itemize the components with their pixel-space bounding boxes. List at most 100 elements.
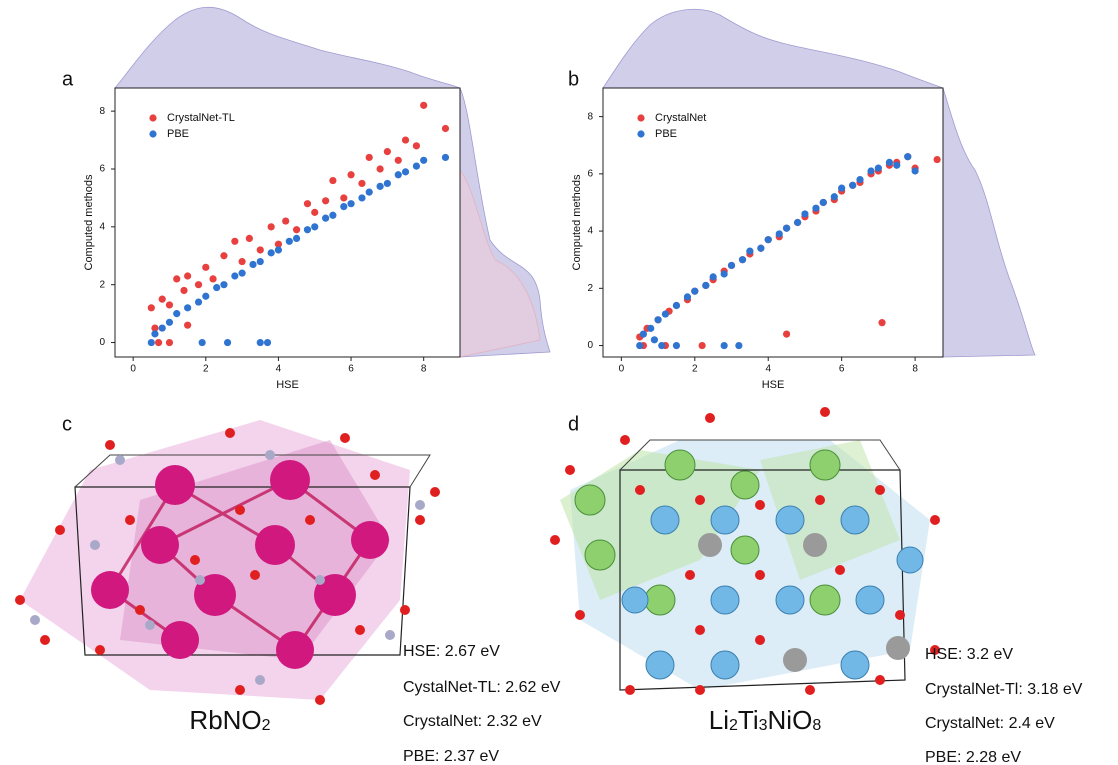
scatter-point bbox=[377, 183, 384, 190]
scatter-point bbox=[268, 249, 275, 256]
y-tick-label: 0 bbox=[99, 337, 105, 348]
energy-label: PBE: 2.37 eV bbox=[403, 748, 499, 765]
legend-label: PBE bbox=[655, 128, 677, 140]
scatter-point bbox=[155, 339, 162, 346]
energy-label: HSE: 2.67 eV bbox=[403, 643, 500, 660]
scatter-point bbox=[402, 168, 409, 175]
scatter-point bbox=[311, 209, 318, 216]
scatter-point bbox=[710, 273, 717, 280]
scatter-point bbox=[202, 293, 209, 300]
scatter-point bbox=[213, 284, 220, 291]
formula-part: 3 bbox=[759, 717, 768, 734]
scatter-point bbox=[322, 197, 329, 204]
right-density-red bbox=[460, 170, 540, 357]
scatter-point bbox=[684, 293, 691, 300]
energy-label: PBE: 2.28 eV bbox=[925, 749, 1021, 765]
scatter-point bbox=[384, 180, 391, 187]
x-tick-label: 0 bbox=[619, 364, 625, 375]
x-tick-label: 6 bbox=[839, 364, 845, 375]
scatter-point bbox=[166, 301, 173, 308]
scatter-point bbox=[159, 296, 166, 303]
scatter-point bbox=[377, 165, 384, 172]
y-tick-label: 8 bbox=[99, 106, 105, 117]
scatter-point bbox=[275, 246, 282, 253]
y-tick-label: 2 bbox=[587, 283, 593, 294]
scatter-point bbox=[358, 194, 365, 201]
formula-part: Li bbox=[709, 705, 729, 735]
scatter-point bbox=[886, 159, 893, 166]
scatter-point bbox=[395, 171, 402, 178]
scatter-point bbox=[257, 246, 264, 253]
scatter-point bbox=[636, 342, 643, 349]
energy-label: CrystalNet: 2.4 eV bbox=[925, 715, 1055, 732]
scatter-point bbox=[184, 322, 191, 329]
scatter-point bbox=[413, 162, 420, 169]
scatter-point bbox=[347, 171, 354, 178]
plot-area bbox=[603, 88, 943, 357]
panel-label: d bbox=[568, 413, 579, 435]
scatter-point bbox=[420, 157, 427, 164]
scatter-point bbox=[366, 189, 373, 196]
scatter-point bbox=[442, 125, 449, 132]
scatter-point bbox=[322, 215, 329, 222]
scatter-point bbox=[849, 182, 856, 189]
panel-label: b bbox=[568, 68, 579, 90]
x-tick-label: 6 bbox=[348, 364, 354, 375]
scatter-point bbox=[231, 238, 238, 245]
scatter-point bbox=[728, 262, 735, 269]
scatter-point bbox=[220, 252, 227, 259]
scatter-point bbox=[159, 324, 166, 331]
right-density bbox=[943, 88, 1035, 357]
scatter-point bbox=[673, 342, 680, 349]
scatter-point bbox=[878, 319, 885, 326]
scatter-point bbox=[654, 316, 661, 323]
formula-part: RbNO bbox=[189, 705, 261, 735]
scatter-point bbox=[148, 339, 155, 346]
y-tick-label: 4 bbox=[99, 221, 105, 232]
scatter-point bbox=[702, 282, 709, 289]
legend-label: CrystalNet bbox=[655, 112, 706, 124]
y-tick-label: 0 bbox=[587, 340, 593, 351]
y-tick-label: 8 bbox=[587, 111, 593, 122]
formula: RbNO2 bbox=[189, 705, 270, 735]
x-axis-label: HSE bbox=[276, 379, 299, 391]
scatter-point bbox=[838, 185, 845, 192]
x-tick-label: 4 bbox=[765, 364, 771, 375]
scatter-point bbox=[757, 245, 764, 252]
y-tick-label: 6 bbox=[99, 164, 105, 175]
scatter-point bbox=[282, 217, 289, 224]
scatter-point bbox=[402, 136, 409, 143]
scatter-point bbox=[184, 304, 191, 311]
scatter-point bbox=[413, 142, 420, 149]
scatter-point bbox=[358, 180, 365, 187]
scatter-point bbox=[173, 275, 180, 282]
scatter-point bbox=[699, 342, 706, 349]
scatter-point bbox=[293, 226, 300, 233]
scatter-point bbox=[311, 223, 318, 230]
x-tick-label: 2 bbox=[692, 364, 698, 375]
scatter-point bbox=[264, 339, 271, 346]
scatter-point bbox=[442, 154, 449, 161]
scatter-point bbox=[257, 339, 264, 346]
scatter-point bbox=[304, 226, 311, 233]
scatter-point bbox=[651, 336, 658, 343]
x-axis-label: HSE bbox=[762, 379, 785, 391]
legend-marker bbox=[637, 130, 644, 137]
top-density bbox=[603, 9, 943, 88]
scatter-point bbox=[268, 223, 275, 230]
scatter-point bbox=[783, 331, 790, 338]
x-tick-label: 4 bbox=[276, 364, 282, 375]
scatter-point bbox=[347, 200, 354, 207]
scatter-point bbox=[166, 339, 173, 346]
scatter-point bbox=[293, 235, 300, 242]
legend-label: CrystalNet-TL bbox=[167, 112, 235, 124]
panel-label: c bbox=[62, 413, 72, 435]
scatter-point bbox=[329, 177, 336, 184]
y-axis-label: Computed methods bbox=[571, 174, 583, 270]
scatter-point bbox=[794, 219, 801, 226]
y-tick-label: 2 bbox=[99, 279, 105, 290]
x-tick-label: 2 bbox=[203, 364, 209, 375]
formula-part: Ti bbox=[738, 705, 759, 735]
x-tick-label: 8 bbox=[912, 364, 918, 375]
y-tick-label: 4 bbox=[587, 226, 593, 237]
